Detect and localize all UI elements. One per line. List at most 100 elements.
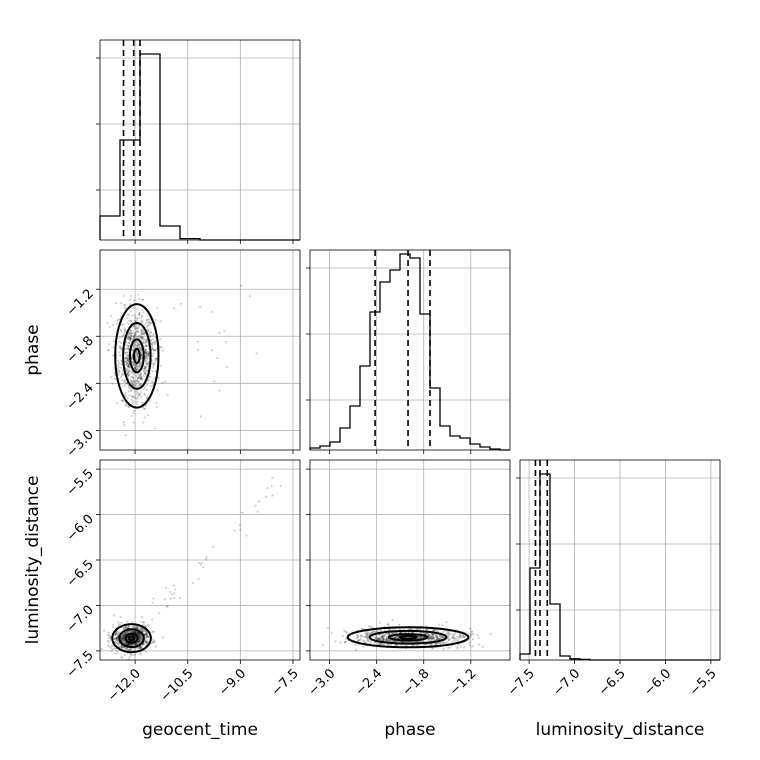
sample-point xyxy=(125,631,128,634)
sample-point xyxy=(112,625,115,629)
sample-point xyxy=(131,329,134,332)
sample-point xyxy=(114,637,118,640)
sample-point xyxy=(121,656,124,659)
sample-point xyxy=(107,343,110,346)
sample-point xyxy=(356,634,359,637)
sample-point xyxy=(117,365,120,369)
contour-level xyxy=(387,633,429,642)
sample-point xyxy=(362,636,366,639)
sample-point xyxy=(375,635,378,638)
sample-point xyxy=(139,331,143,335)
sample-point xyxy=(125,361,128,364)
sample-point xyxy=(120,644,123,647)
sample-point xyxy=(144,393,147,396)
sample-point xyxy=(378,638,381,641)
sample-point xyxy=(145,630,148,634)
sample-point xyxy=(388,639,391,643)
sample-point xyxy=(128,332,131,335)
sample-point xyxy=(131,314,134,317)
sample-point xyxy=(123,329,127,332)
sample-point xyxy=(133,653,137,656)
sample-point xyxy=(129,319,132,323)
sample-point xyxy=(144,365,148,368)
sample-point xyxy=(462,646,466,649)
sample-point xyxy=(131,338,134,341)
sample-point xyxy=(391,618,394,622)
sample-point xyxy=(385,638,388,641)
sample-point xyxy=(142,341,145,344)
sample-point xyxy=(151,341,154,344)
sample-point xyxy=(355,637,358,640)
tick-label-x: −6.0 xyxy=(641,666,674,699)
sample-point xyxy=(128,374,131,377)
sample-point xyxy=(141,298,144,301)
sample-point xyxy=(441,636,445,639)
sample-point xyxy=(477,636,480,639)
sample-point xyxy=(111,324,115,327)
sample-point xyxy=(390,632,393,635)
sample-point xyxy=(137,646,140,650)
sample-point xyxy=(452,635,455,638)
sample-point xyxy=(107,639,110,642)
sample-point xyxy=(136,335,139,338)
sample-point xyxy=(144,359,148,362)
sample-point xyxy=(365,634,368,637)
sample-point xyxy=(132,631,135,634)
sample-point xyxy=(133,390,136,394)
sample-point xyxy=(344,630,347,633)
sample-point xyxy=(153,641,156,644)
sample-point xyxy=(386,638,389,642)
sample-point xyxy=(145,642,148,645)
sample-point xyxy=(128,386,131,389)
sample-point xyxy=(384,634,387,637)
sample-point xyxy=(145,351,148,355)
sample-point xyxy=(138,636,141,639)
sample-point xyxy=(169,597,172,600)
sample-point xyxy=(438,641,441,644)
sample-point xyxy=(126,364,129,367)
sample-point xyxy=(134,637,138,640)
sample-point xyxy=(146,329,149,332)
sample-point xyxy=(124,631,127,635)
sample-point xyxy=(142,374,145,378)
sample-point xyxy=(128,630,131,633)
sample-point xyxy=(447,638,451,641)
sample-point xyxy=(127,359,130,362)
sample-point xyxy=(131,626,134,629)
sample-point xyxy=(136,344,139,348)
sample-point xyxy=(121,637,124,640)
sample-point xyxy=(115,319,119,322)
sample-point xyxy=(140,628,143,632)
sample-point xyxy=(115,402,118,405)
sample-point xyxy=(114,648,118,651)
tick-label-x: −7.5 xyxy=(269,666,302,699)
sample-point xyxy=(139,378,143,381)
sample-point xyxy=(127,347,130,350)
sample-point xyxy=(129,335,132,338)
sample-point xyxy=(134,642,137,645)
sample-point xyxy=(441,635,444,638)
sample-point xyxy=(131,630,135,633)
sample-point xyxy=(437,630,440,633)
sample-point xyxy=(127,334,130,337)
sample-point xyxy=(133,325,136,328)
sample-point xyxy=(137,324,140,327)
sample-point xyxy=(435,642,438,645)
sample-point xyxy=(166,604,169,608)
sample-point xyxy=(147,321,150,324)
sample-point xyxy=(445,621,448,624)
sample-point xyxy=(128,337,131,340)
sample-point xyxy=(155,401,158,404)
sample-point xyxy=(130,375,133,379)
sample-point xyxy=(392,632,395,635)
histogram-phase xyxy=(309,253,510,451)
sample-point xyxy=(377,629,380,633)
sample-point xyxy=(122,632,126,635)
sample-point xyxy=(138,639,141,642)
sample-point xyxy=(146,360,149,364)
sample-point xyxy=(145,344,148,348)
sample-point xyxy=(135,326,138,329)
tick-label-x: −6.5 xyxy=(596,666,629,699)
sample-point xyxy=(127,341,130,345)
sample-point xyxy=(121,637,124,641)
